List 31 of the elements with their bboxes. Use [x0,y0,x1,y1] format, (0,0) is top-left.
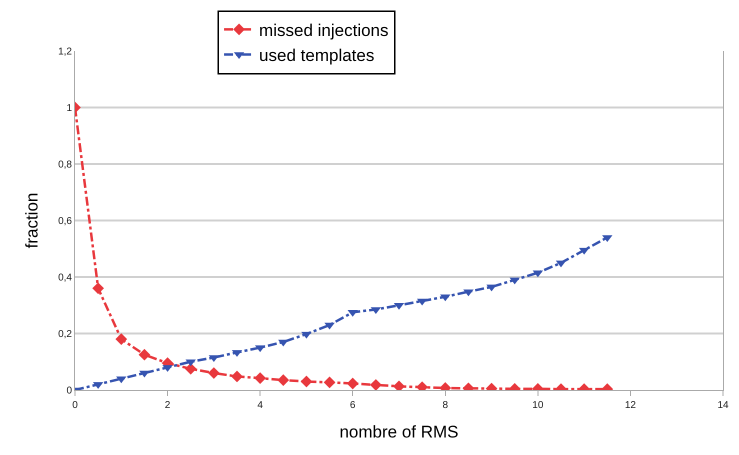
point [346,378,359,390]
y-tick-label: 1 [66,103,72,114]
point [277,374,290,386]
x-tick-label: 4 [257,400,264,411]
point [208,367,220,379]
y-tick-label: 1,2 [58,46,72,58]
legend-label: used templates [259,46,374,66]
x-tick-label: 2 [164,400,171,411]
y-tick-label: 0,6 [58,216,72,227]
point [138,348,150,361]
y-tick-label: 0,8 [58,160,72,170]
y-tick-label: 0,2 [58,329,72,340]
x-tick-label: 8 [442,400,449,411]
point [115,333,128,345]
point [92,282,104,294]
x-axis-title: nombre of RMS [339,422,459,442]
x-tick-label: 10 [532,400,544,411]
point [324,376,336,388]
point [300,376,312,388]
point [370,379,382,390]
point [231,370,243,382]
y-tick-label: 0 [66,386,72,396]
point [184,362,197,375]
y-axis-title: fraction [22,192,42,248]
legend-label: missed injections [259,21,389,40]
x-tick-label: 12 [624,400,636,411]
x-tick-label: 6 [350,400,356,411]
y-tick-label: 0,4 [58,272,72,284]
x-tick-label: 14 [717,400,729,411]
point [254,372,266,384]
point [116,376,126,384]
